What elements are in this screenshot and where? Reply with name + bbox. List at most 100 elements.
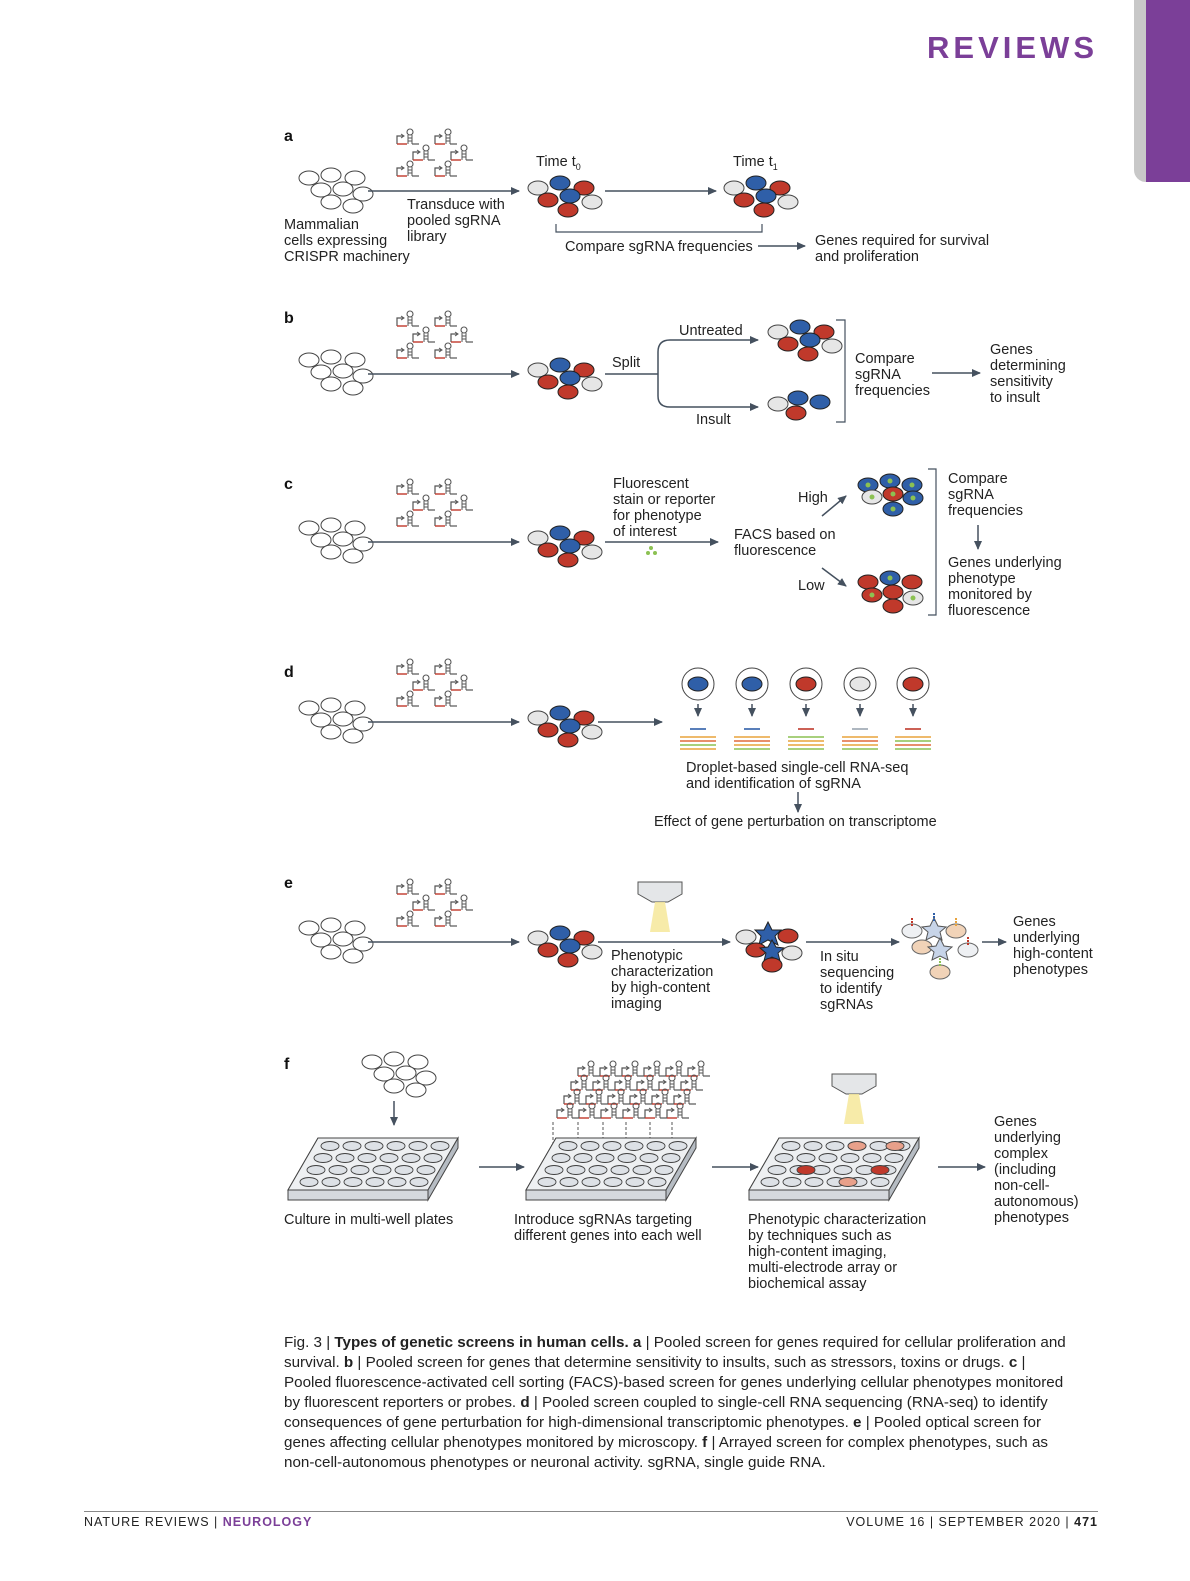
panel-c-fluorescent-dots <box>646 546 657 555</box>
panel-c-compare: Compare sgRNA frequencies <box>948 471 1023 519</box>
footer-journal-name: NATURE REVIEWS | <box>84 1515 223 1529</box>
panel-b-untreated: Untreated <box>679 323 743 339</box>
page-edge-tab-accent <box>1146 0 1190 182</box>
panel-b-arrow-untreated <box>657 336 759 374</box>
panel-a-cells-t1 <box>723 175 799 218</box>
panel-d: d <box>284 659 937 830</box>
panel-f: f Culture in multi-well plates Introduce… <box>284 1051 1083 1292</box>
panel-a: a Transduce with pooled sgRNA library Ma… <box>284 128 993 265</box>
panel-c-letter: c <box>284 476 293 493</box>
panel-c-high: High <box>798 490 828 506</box>
caption-fig: Fig. 3 | <box>284 1334 335 1351</box>
panel-e-cells-sequenced <box>901 913 979 980</box>
caption-d-text: | Pooled screen coupled to single-cell R… <box>284 1394 1048 1431</box>
panel-c-cells-mixed <box>527 525 603 568</box>
panel-a-transduce-label: Transduce with pooled sgRNA library <box>407 197 509 245</box>
panel-a-bracket <box>555 224 763 233</box>
panel-f-result: Genes underlying complex (including non-… <box>994 1114 1083 1226</box>
panel-c-cells-high <box>857 473 924 517</box>
panel-a-cells-t0 <box>527 175 603 218</box>
caption-a-letter: a <box>632 1334 642 1351</box>
panel-b-insult: Insult <box>696 412 731 428</box>
caption-b-text: | Pooled screen for genes that determine… <box>353 1354 1009 1371</box>
panel-e-result: Genes underlying high-content phenotypes <box>1013 914 1097 978</box>
panel-c: c Fluorescent stain or reporter for phen… <box>284 468 1066 619</box>
panel-c-stain-label: Fluorescent stain or reporter for phenot… <box>613 476 719 540</box>
panel-c-facs-label: FACS based on fluorescence <box>734 527 840 559</box>
caption-d-letter: d <box>520 1394 530 1411</box>
caption-title: Types of genetic screens in human cells. <box>334 1334 629 1351</box>
panel-e-microscope <box>637 881 683 933</box>
panel-b-cells-untreated <box>767 319 843 362</box>
caption-f-letter: f <box>702 1434 708 1451</box>
panel-a-result: Genes required for survival and prolifer… <box>815 233 993 265</box>
panel-a-cells-label: Mammalian cells expressing CRISPR machin… <box>284 217 410 265</box>
panel-f-phenotypic: Phenotypic characterization by technique… <box>748 1212 930 1292</box>
panel-b-arrow-insult <box>657 374 759 411</box>
panel-b-split: Split <box>612 355 640 371</box>
footer-journal: NATURE REVIEWS | NEUROLOGY <box>84 1515 312 1529</box>
caption-c-text: | Pooled fluorescence-activated cell sor… <box>284 1354 1064 1411</box>
panel-c-arrow-high <box>821 495 847 517</box>
figure-caption: Fig. 3 | Types of genetic screens in hum… <box>284 1333 1074 1473</box>
panel-e-letter: e <box>284 875 293 892</box>
caption-b-letter: b <box>343 1354 354 1371</box>
droplet-3 <box>788 667 824 750</box>
panel-b: b Split Untreated Insult Compare sgRNA f… <box>284 310 1070 428</box>
panel-b-result: Genes determining sensitivity to insult <box>990 342 1070 406</box>
caption-e-text: | Pooled optical screen for genes affect… <box>284 1414 1042 1451</box>
footer-page-number: 471 <box>1074 1515 1098 1529</box>
panel-c-cells-low <box>857 570 924 614</box>
panel-f-cells <box>361 1051 437 1098</box>
panel-c-library <box>397 479 473 526</box>
panel-d-cells <box>298 697 374 744</box>
footer-divider <box>84 1511 1098 1512</box>
panel-d-cells-mixed <box>527 705 603 748</box>
panel-e-library <box>397 879 473 926</box>
panel-f-letter: f <box>284 1056 290 1073</box>
panel-a-cells <box>298 167 374 214</box>
panel-b-cells-mixed <box>527 357 603 400</box>
panel-b-cells <box>298 349 374 396</box>
panel-e-insitu-label: In situ sequencing to identify sgRNAs <box>820 949 898 1013</box>
panel-e-cells-mixed <box>527 925 603 968</box>
panel-b-compare: Compare sgRNA frequencies <box>855 351 930 399</box>
panel-f-microscope <box>831 1073 877 1125</box>
droplet-1 <box>680 667 716 750</box>
panel-f-plate-2 <box>526 1138 696 1200</box>
panel-a-time0: Time t0 <box>536 154 581 172</box>
footer-section: NEUROLOGY <box>222 1515 313 1529</box>
footer-issue-text: VOLUME 16 | SEPTEMBER 2020 | <box>846 1515 1075 1529</box>
caption-f-text: | Arrayed screen for complex phenotypes,… <box>284 1434 1049 1471</box>
panel-d-result: Effect of gene perturbation on transcrip… <box>654 814 937 830</box>
panel-f-culture: Culture in multi-well plates <box>284 1212 453 1228</box>
panel-d-library <box>397 659 473 706</box>
panel-c-cells <box>298 517 374 564</box>
figure-diagram: a Transduce with pooled sgRNA library Ma… <box>284 128 1097 1292</box>
panel-c-arrow-low <box>821 567 847 587</box>
caption-c-letter: c <box>1008 1354 1018 1371</box>
droplet-5 <box>895 667 931 750</box>
panel-b-library <box>397 311 473 358</box>
panel-d-letter: d <box>284 664 294 681</box>
panel-d-droplets <box>680 667 931 750</box>
panel-a-time1: Time t1 <box>733 154 778 172</box>
panel-f-hit-wells <box>796 1141 905 1187</box>
footer-issue: VOLUME 16 | SEPTEMBER 2020 | 471 <box>846 1515 1098 1529</box>
page-edge-tab <box>1134 0 1190 182</box>
panel-e-cells <box>298 917 374 964</box>
panel-b-bracket <box>836 319 846 423</box>
panel-a-library <box>397 129 473 176</box>
panel-c-low: Low <box>798 578 825 594</box>
panel-e-phenotypic-label: Phenotypic characterization by high-cont… <box>611 948 717 1012</box>
panel-b-letter: b <box>284 310 294 327</box>
panel-c-result: Genes underlying phenotype monitored by … <box>948 555 1066 619</box>
caption-a-text: | Pooled screen for genes required for c… <box>284 1334 1066 1371</box>
droplet-2 <box>734 667 770 750</box>
panel-f-introduce: Introduce sgRNAs targeting different gen… <box>514 1212 702 1244</box>
panel-a-compare: Compare sgRNA frequencies <box>565 239 753 255</box>
panel-e: e Phenotypic characterization by high-co… <box>284 875 1097 1013</box>
droplet-4 <box>842 667 878 750</box>
caption-e-letter: e <box>853 1414 862 1431</box>
panel-f-plate-1 <box>288 1138 458 1200</box>
